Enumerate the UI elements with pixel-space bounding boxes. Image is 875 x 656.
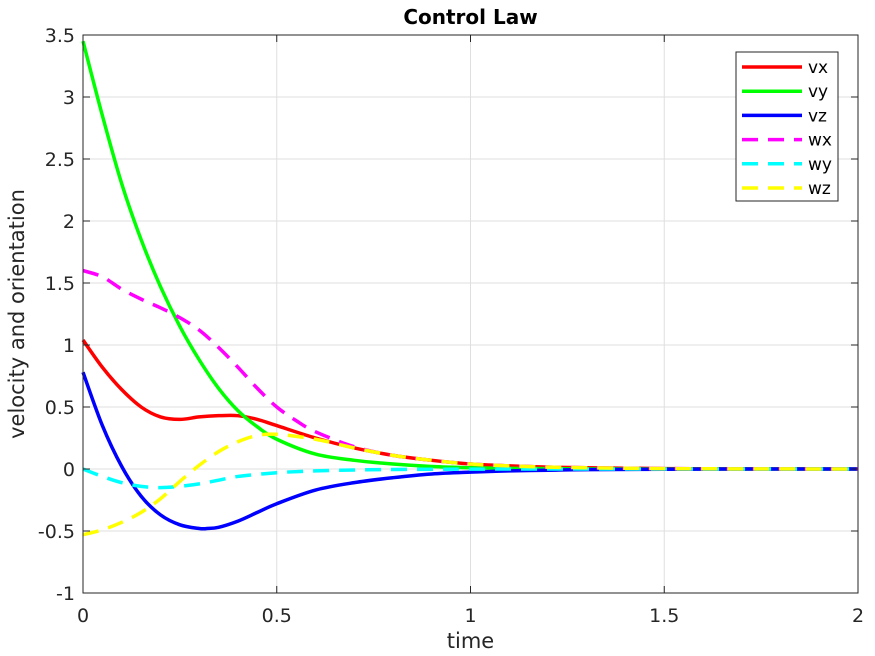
y-tick-label: -1 [56,583,75,605]
x-tick-label: 1 [464,605,476,627]
chart-title: Control Law [403,5,537,29]
legend-label-wy: wy [808,155,832,175]
x-axis-label: time [447,629,494,653]
series-line-wz [82,432,859,537]
legend-label-wx: wx [808,131,832,151]
legend-label-vx: vx [808,58,828,78]
series-group [81,40,859,537]
x-tick-label: 2 [852,605,864,627]
legend-label-wz: wz [808,179,831,199]
x-tick-label: 0.5 [262,605,292,627]
y-tick-label: 2 [63,211,75,233]
y-tick-label: 1.5 [45,273,75,295]
y-tick-label: 2.5 [45,149,75,171]
y-tick-label: 3 [63,87,75,109]
legend-box [735,51,839,202]
legend-label-vy: vy [808,82,828,102]
ticks: 0 0.5 1 1.5 2 -1 -0.5 0 0.5 1 1.5 2 2.5 3 3.5 [38,25,864,627]
y-tick-label: 0.5 [45,397,75,419]
y-tick-label: 3.5 [45,25,75,47]
y-tick-label: 1 [63,335,75,357]
y-tick-label: -0.5 [38,521,75,543]
series-line-wy [82,467,858,490]
x-tick-label: 0 [77,605,89,627]
legend: vx vy vz wx wy wz [735,51,839,202]
x-tick-label: 1.5 [649,605,679,627]
legend-label-vz: vz [808,106,827,126]
y-tick-label: 0 [63,459,75,481]
y-axis-label: velocity and orientation [5,189,29,439]
